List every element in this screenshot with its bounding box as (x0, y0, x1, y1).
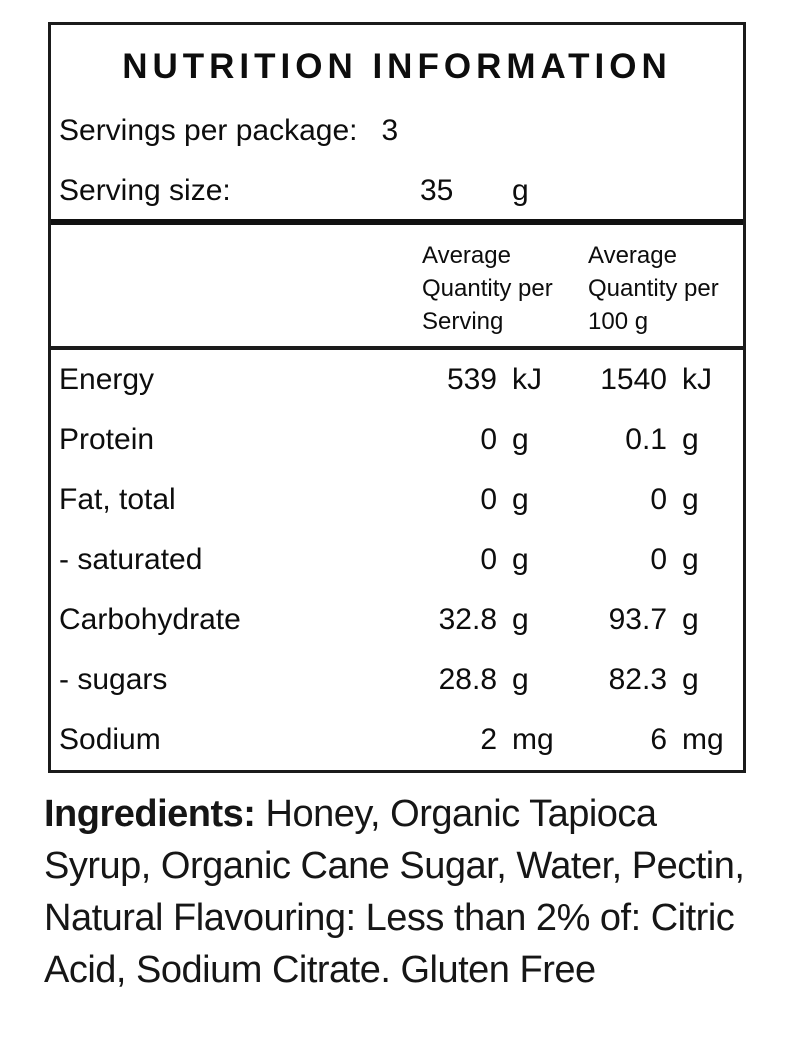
per-serving-unit: g (512, 603, 529, 636)
servings-per-package-row: Servings per package: 3 (59, 113, 727, 149)
per-serving-value: 539 (446, 363, 497, 396)
per-serving-value: 32.8 (438, 603, 497, 636)
per-serving-column-header: Average Quantity per Serving (422, 242, 553, 335)
nutrient-column-spacer (59, 239, 402, 338)
nutrient-name: Carbohydrate (59, 603, 241, 636)
per-100g-value: 1540 (600, 363, 667, 396)
serving-size-row: Serving size: 35 g (59, 173, 727, 209)
serving-size-unit: g (512, 174, 529, 207)
per-100g-unit: g (682, 543, 699, 576)
servings-per-package-value: 3 (381, 114, 399, 147)
per-serving-unit: g (512, 543, 529, 576)
per-serving-value: 0 (480, 543, 497, 576)
per-serving-unit: g (512, 423, 529, 456)
per-100g-value-cell: 0 g (557, 543, 727, 577)
thick-divider (51, 219, 743, 225)
ingredients-text: Honey, Organic Tapioca Syrup, Organic Ca… (44, 793, 745, 991)
per-serving-value-cell: 32.8 g (402, 603, 557, 637)
per-100g-value-cell: 93.7 g (557, 603, 727, 637)
per-100g-value: 0 (650, 483, 667, 516)
serving-size-label: Serving size: (59, 174, 231, 207)
per-100g-unit: g (682, 663, 699, 696)
per-serving-value: 2 (480, 723, 497, 756)
serving-size-value-cell: 35 g (402, 173, 557, 209)
per-100g-unit: mg (682, 723, 724, 756)
per-serving-unit: kJ (512, 363, 542, 396)
per-100g-value-cell: 0.1 g (557, 423, 727, 457)
ingredients-label: Ingredients: (44, 793, 256, 835)
nutrient-name: Protein (59, 423, 155, 456)
table-row-saturated: - saturated 0 g 0 g (51, 530, 743, 590)
per-100g-value: 93.7 (608, 603, 667, 636)
per-serving-value: 0 (480, 483, 497, 516)
per-serving-value: 28.8 (438, 663, 497, 696)
per-serving-value-cell: 0 g (402, 543, 557, 577)
per-100g-unit: kJ (682, 363, 712, 396)
per-100g-value-cell: 6 mg (557, 723, 727, 757)
serving-size-value: 35 (420, 174, 454, 207)
nutrient-name: - sugars (59, 663, 168, 696)
nutrition-panel: NUTRITION INFORMATION Servings per packa… (48, 22, 746, 773)
per-100g-unit: g (682, 423, 699, 456)
panel-title: NUTRITION INFORMATION (122, 47, 672, 86)
per-serving-unit: g (512, 483, 529, 516)
per-100g-value-cell: 0 g (557, 483, 727, 517)
per-serving-unit: g (512, 663, 529, 696)
per-serving-value: 0 (480, 423, 497, 456)
table-row-energy: Energy 539 kJ 1540 kJ (51, 350, 743, 410)
table-row-fat-total: Fat, total 0 g 0 g (51, 470, 743, 530)
table-row-protein: Protein 0 g 0.1 g (51, 410, 743, 470)
per-serving-value-cell: 28.8 g (402, 663, 557, 697)
per-100g-unit: g (682, 483, 699, 516)
per-100g-column-header: Average Quantity per 100 g (588, 242, 719, 335)
per-serving-value-cell: 0 g (402, 423, 557, 457)
per-serving-value-cell: 539 kJ (402, 363, 557, 397)
per-serving-unit: mg (512, 723, 554, 756)
per-100g-value-cell: 1540 kJ (557, 363, 727, 397)
ingredients-paragraph: Ingredients: Honey, Organic Tapioca Syru… (44, 788, 796, 996)
per-100g-value-cell: 82.3 g (557, 663, 727, 697)
nutrient-name: - saturated (59, 543, 203, 576)
per-100g-value: 0.1 (625, 423, 667, 456)
table-row-sodium: Sodium 2 mg 6 mg (51, 710, 743, 770)
nutrient-name: Sodium (59, 723, 161, 756)
nutrient-name: Energy (59, 363, 155, 396)
table-row-sugars: - sugars 28.8 g 82.3 g (51, 650, 743, 710)
nutrient-name: Fat, total (59, 483, 176, 516)
table-header-row: Average Quantity per Serving Average Qua… (51, 225, 743, 350)
per-100g-unit: g (682, 603, 699, 636)
per-serving-value-cell: 0 g (402, 483, 557, 517)
servings-per-package-label: Servings per package: (59, 114, 358, 147)
per-100g-value: 82.3 (608, 663, 667, 696)
per-100g-value: 6 (650, 723, 667, 756)
per-100g-value: 0 (650, 543, 667, 576)
table-row-carbohydrate: Carbohydrate 32.8 g 93.7 g (51, 590, 743, 650)
per-serving-value-cell: 2 mg (402, 723, 557, 757)
